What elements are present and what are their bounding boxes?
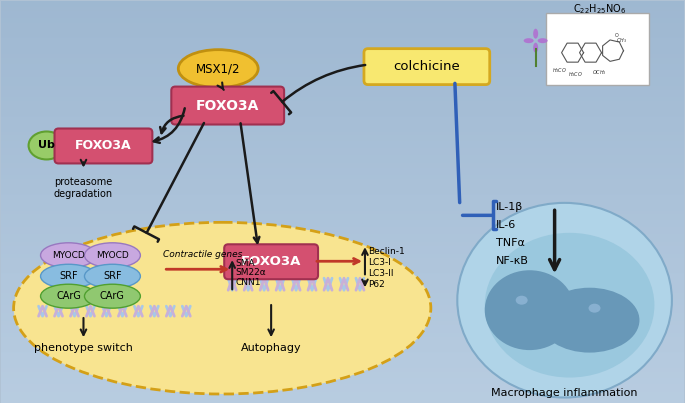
Text: $H_3CO$: $H_3CO$ <box>568 70 583 79</box>
Text: MYOCD: MYOCD <box>52 251 85 260</box>
Ellipse shape <box>40 243 97 268</box>
Text: MYOCD: MYOCD <box>96 251 129 260</box>
FancyBboxPatch shape <box>364 49 490 85</box>
Text: CArG: CArG <box>56 291 81 301</box>
FancyBboxPatch shape <box>171 87 284 125</box>
Text: IL-1β: IL-1β <box>496 202 523 212</box>
Ellipse shape <box>178 50 258 87</box>
Text: Autophagy: Autophagy <box>241 343 301 353</box>
Ellipse shape <box>14 222 431 394</box>
Text: TNFα: TNFα <box>496 238 525 248</box>
Text: NF-κB: NF-κB <box>496 256 529 266</box>
Text: SRF: SRF <box>59 271 78 281</box>
Ellipse shape <box>84 264 140 288</box>
Ellipse shape <box>458 203 672 397</box>
Text: phenotype switch: phenotype switch <box>34 343 133 353</box>
Ellipse shape <box>538 38 547 43</box>
Text: CArG: CArG <box>100 291 125 301</box>
Text: Macrophage inflammation: Macrophage inflammation <box>491 388 638 398</box>
Text: SMA: SMA <box>235 259 255 268</box>
FancyBboxPatch shape <box>55 129 152 164</box>
Text: $CH_3$: $CH_3$ <box>616 36 627 45</box>
Text: Beclin-1: Beclin-1 <box>368 247 405 256</box>
Text: FOXO3A: FOXO3A <box>195 99 259 112</box>
Ellipse shape <box>485 233 654 378</box>
FancyBboxPatch shape <box>546 13 649 85</box>
Ellipse shape <box>84 284 140 308</box>
Ellipse shape <box>533 43 538 53</box>
Text: C$_{22}$H$_{25}$NO$_6$: C$_{22}$H$_{25}$NO$_6$ <box>573 2 626 16</box>
FancyBboxPatch shape <box>224 244 318 279</box>
Ellipse shape <box>523 38 534 43</box>
Text: Ub: Ub <box>38 141 55 150</box>
Text: colchicine: colchicine <box>393 60 460 73</box>
Ellipse shape <box>588 304 601 313</box>
Text: proteasome
degradation: proteasome degradation <box>54 177 113 199</box>
Ellipse shape <box>540 288 640 353</box>
Text: Contractile genes: Contractile genes <box>163 250 242 259</box>
Text: $OCH_3$: $OCH_3$ <box>592 68 607 77</box>
Text: FOXO3A: FOXO3A <box>241 255 301 268</box>
Text: P62: P62 <box>368 280 385 289</box>
Ellipse shape <box>40 284 97 308</box>
Text: SRF: SRF <box>103 271 122 281</box>
Text: LC3-II: LC3-II <box>368 269 393 278</box>
Ellipse shape <box>533 29 538 39</box>
Text: LC3-I: LC3-I <box>368 258 391 267</box>
Ellipse shape <box>485 270 575 350</box>
Text: $H_3CO$: $H_3CO$ <box>552 66 567 75</box>
Ellipse shape <box>84 243 140 268</box>
Text: O: O <box>614 33 619 38</box>
Text: FOXO3A: FOXO3A <box>75 139 132 152</box>
Text: MSX1/2: MSX1/2 <box>196 62 240 75</box>
Ellipse shape <box>29 131 64 160</box>
Text: IL-6: IL-6 <box>496 220 516 231</box>
Text: CNN1: CNN1 <box>235 278 261 287</box>
Ellipse shape <box>516 296 527 305</box>
Text: SM22α: SM22α <box>235 268 266 277</box>
Ellipse shape <box>40 264 97 288</box>
